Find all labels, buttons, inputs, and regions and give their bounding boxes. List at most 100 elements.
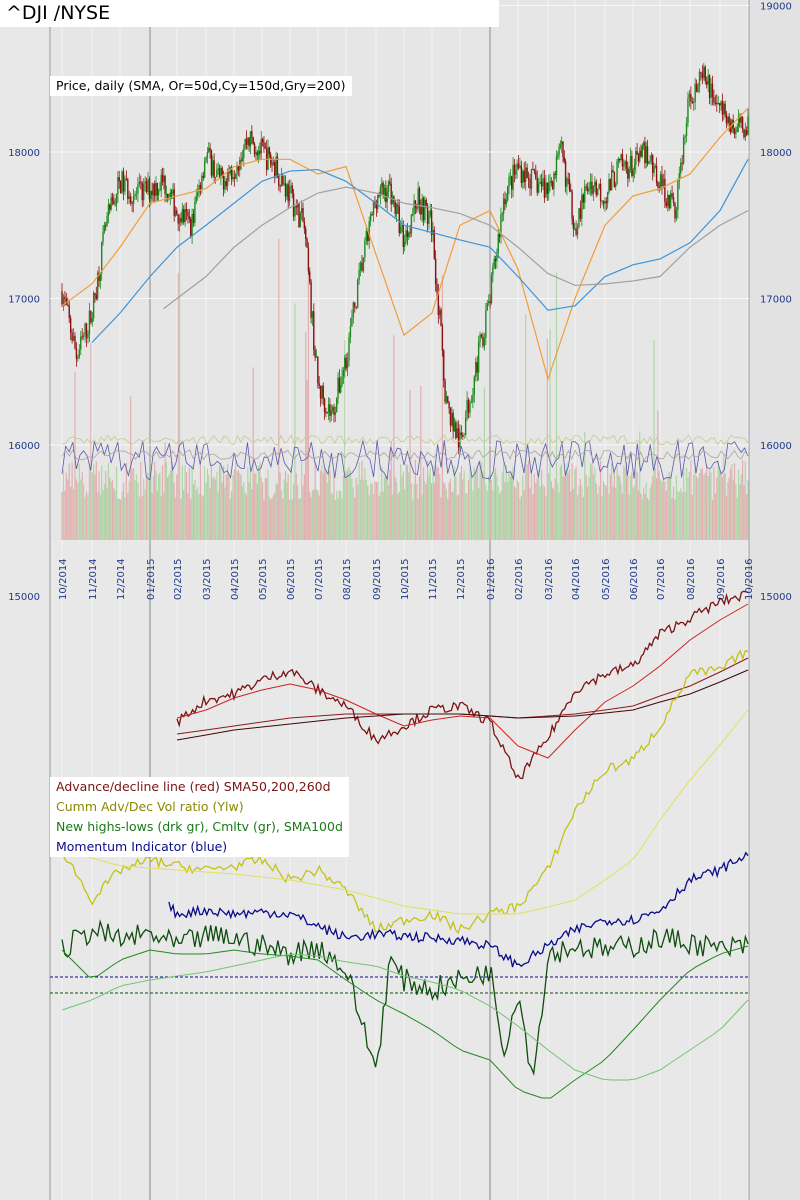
volume-bar [61, 491, 63, 540]
candle-body [617, 158, 620, 162]
volume-bar [110, 482, 112, 540]
candle-body [466, 399, 468, 418]
volume-bar [355, 477, 357, 540]
candles [61, 62, 749, 455]
candle-body [688, 93, 691, 99]
candle-body [313, 311, 315, 351]
volume-bar [190, 499, 192, 540]
indicator-line [168, 851, 749, 968]
volume-bar [132, 467, 135, 540]
volume-bar [443, 482, 445, 540]
volume-bar [551, 487, 554, 540]
candle-body [64, 296, 66, 299]
candle-body [305, 228, 307, 239]
volume-bar [301, 462, 303, 540]
candle-body [75, 348, 78, 359]
volume-bar [107, 463, 110, 540]
x-tick-label: 01/2016 [486, 558, 497, 600]
candle-body [682, 137, 685, 164]
candle-body [240, 160, 242, 162]
volume-bar [729, 468, 732, 540]
volume-bar [483, 387, 486, 540]
volume-bar [611, 463, 613, 540]
candle-body [550, 181, 553, 183]
volume-bar [529, 487, 531, 540]
candle-body [723, 103, 725, 115]
volume-bar [598, 486, 600, 540]
volume-bar [526, 464, 528, 540]
volume-bar [201, 494, 203, 540]
candle-body [169, 192, 171, 198]
candle-body [377, 195, 379, 209]
candle-body [166, 193, 169, 199]
volume-bar [486, 490, 488, 540]
candle-body [422, 198, 425, 221]
volume-bar [522, 475, 524, 540]
candle-body [627, 168, 629, 179]
volume-bar [156, 491, 158, 540]
candle-body [268, 147, 271, 155]
volume-bar [683, 468, 685, 540]
candle-body [408, 232, 410, 237]
volume-bar [733, 463, 736, 540]
volume-bar [313, 489, 315, 540]
volume-bar [717, 460, 719, 540]
volume-bar [621, 493, 624, 540]
volume-bar [558, 492, 560, 540]
volume-bar [208, 475, 210, 540]
volume-bar [151, 492, 153, 540]
volume-bar [620, 483, 622, 540]
volume-bar [264, 477, 266, 540]
volume-bar [404, 489, 406, 540]
volume-bar [167, 477, 169, 540]
candle-body [180, 217, 182, 223]
candle-body [475, 362, 477, 377]
candle-body [639, 150, 641, 162]
candle-body [335, 398, 338, 413]
volume-bar [640, 493, 642, 540]
volume-bar [550, 481, 552, 540]
volume-bar [68, 463, 70, 540]
candle-body [78, 349, 81, 358]
volume-bar [271, 497, 273, 540]
volume-bar [214, 479, 217, 540]
volume-bar [659, 479, 662, 540]
candle-body [233, 177, 236, 179]
candle-body [216, 169, 218, 177]
volume-bar [130, 396, 132, 540]
volume-bar [504, 482, 506, 540]
volume-bar [743, 485, 745, 540]
volume-bar [554, 478, 556, 540]
volume-bar [662, 479, 665, 540]
price-y-tick-left: 17000 [8, 295, 40, 306]
candle-body [555, 156, 558, 175]
candle-body [744, 129, 747, 138]
candle-body [228, 172, 230, 174]
volume-bar [494, 468, 497, 540]
volume-bar [588, 476, 590, 540]
volume-bar [641, 499, 643, 540]
price-y-tick-right: 19000 [760, 2, 792, 13]
candle-body [706, 80, 708, 85]
volume-bar [694, 463, 696, 540]
volume-bar [564, 469, 567, 540]
volume-bar [548, 473, 550, 540]
volume-bar [739, 484, 741, 540]
candle-body [674, 202, 676, 219]
volume-bar [713, 467, 715, 540]
candle-body [225, 181, 227, 187]
volume-bar [354, 497, 356, 540]
candle-body [181, 209, 184, 223]
volume-bar [469, 467, 471, 540]
candle-body [406, 230, 409, 237]
candle-body [546, 182, 549, 194]
candle-body [623, 164, 625, 167]
volume-bar [650, 483, 652, 540]
candle-body [365, 230, 368, 241]
volume-bar [721, 476, 724, 540]
volume-bar [282, 498, 284, 540]
candle-body [436, 283, 438, 293]
candle-body [659, 174, 662, 188]
candle-body [536, 178, 538, 193]
